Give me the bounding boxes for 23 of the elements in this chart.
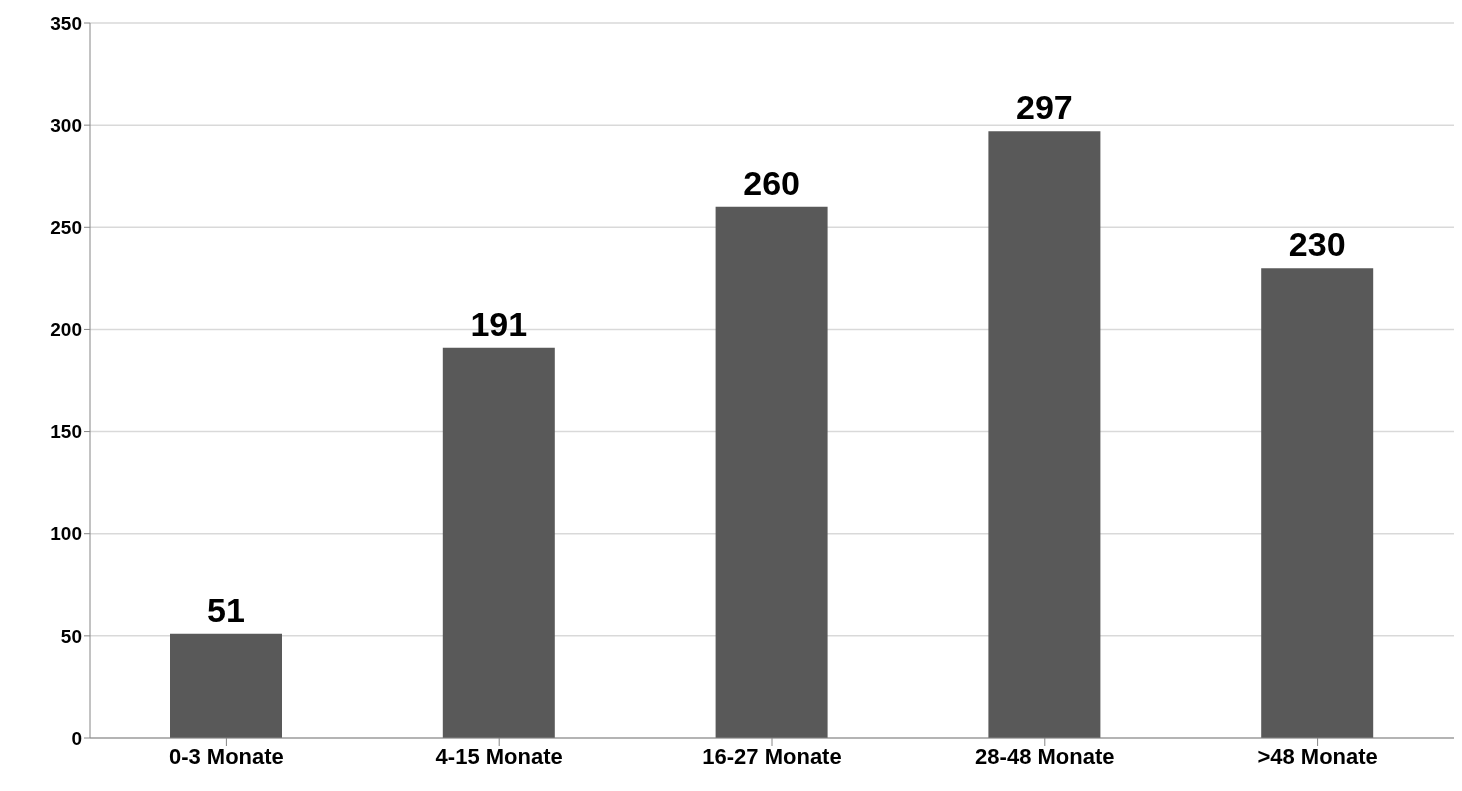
y-tick-label: 0 xyxy=(71,727,82,749)
bar xyxy=(1261,268,1374,738)
data-label: 230 xyxy=(1288,225,1346,264)
bar xyxy=(442,347,555,738)
bar xyxy=(988,131,1101,738)
y-tick-label: 200 xyxy=(50,319,82,341)
data-label: 297 xyxy=(1016,88,1073,127)
y-tick-label: 250 xyxy=(50,217,82,239)
data-label: 191 xyxy=(470,304,528,343)
bar xyxy=(715,206,828,738)
x-tick-label: 16-27 Monate xyxy=(702,743,842,769)
x-tick-label: 0-3 Monate xyxy=(168,743,284,769)
x-tick-label: 4-15 Monate xyxy=(435,743,563,769)
x-tick-label: >48 Monate xyxy=(1257,743,1378,769)
y-tick-label: 350 xyxy=(50,12,82,34)
x-tick-label: 28-48 Monate xyxy=(975,743,1115,769)
data-label: 260 xyxy=(743,163,800,202)
y-tick-label: 300 xyxy=(50,114,82,136)
y-tick-label: 150 xyxy=(50,421,82,443)
y-tick-label: 50 xyxy=(60,625,82,647)
y-tick-label: 100 xyxy=(50,523,82,545)
bar xyxy=(170,633,282,738)
data-label: 51 xyxy=(207,590,245,629)
